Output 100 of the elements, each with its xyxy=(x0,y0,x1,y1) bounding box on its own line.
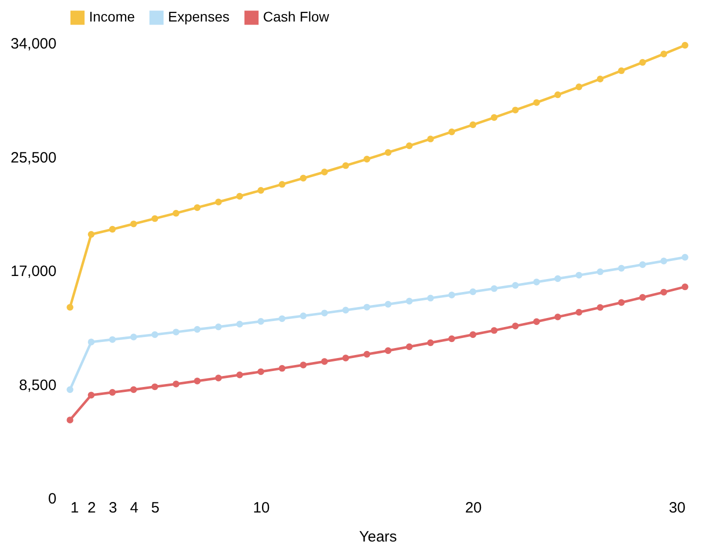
point xyxy=(448,128,456,136)
point xyxy=(364,350,370,358)
point xyxy=(427,136,434,142)
point xyxy=(321,358,328,365)
point xyxy=(109,336,116,343)
point xyxy=(490,285,498,292)
point xyxy=(151,383,158,390)
point xyxy=(512,106,519,114)
point xyxy=(448,292,456,298)
point xyxy=(342,162,350,169)
point xyxy=(109,226,116,233)
point xyxy=(639,261,646,268)
point xyxy=(172,210,180,217)
y-tick-label: 34,000 xyxy=(10,36,56,52)
point xyxy=(554,275,562,282)
x-tick-label: 4 xyxy=(130,500,138,516)
point xyxy=(258,368,264,376)
x-tick-label: 1 xyxy=(70,500,79,516)
point xyxy=(364,304,370,311)
x-tick-label: 3 xyxy=(108,500,118,516)
y-tick-label: 8,500 xyxy=(18,376,56,394)
point xyxy=(618,264,625,272)
point xyxy=(300,174,307,182)
legend-label: Expenses xyxy=(168,8,230,25)
point xyxy=(470,331,476,338)
point xyxy=(660,288,668,296)
point xyxy=(596,268,604,276)
point xyxy=(151,215,158,222)
point xyxy=(236,320,244,328)
point xyxy=(130,334,137,340)
x-tick-label: 10 xyxy=(253,500,270,516)
point xyxy=(130,220,137,228)
point xyxy=(194,204,201,211)
point xyxy=(172,380,180,388)
point xyxy=(215,323,222,330)
point xyxy=(427,339,434,346)
point xyxy=(533,278,540,286)
point xyxy=(88,231,95,238)
point xyxy=(278,364,286,372)
point xyxy=(618,299,625,306)
point xyxy=(194,378,201,384)
point xyxy=(88,392,95,398)
point xyxy=(384,347,392,354)
point xyxy=(258,186,264,194)
point xyxy=(342,354,350,362)
legend-label: Cash Flow xyxy=(263,8,330,25)
x-tick-label: 30 xyxy=(668,500,686,516)
point xyxy=(278,180,286,188)
point xyxy=(533,99,540,106)
point xyxy=(300,362,307,368)
point xyxy=(236,372,244,378)
point xyxy=(682,283,688,290)
y-tick-label: 17,000 xyxy=(10,263,56,280)
point xyxy=(88,338,95,346)
point xyxy=(576,272,582,279)
y-tick-label: 25,500 xyxy=(10,149,56,166)
point xyxy=(109,389,116,396)
point xyxy=(66,416,74,424)
x-axis-title: Years xyxy=(359,528,397,546)
point xyxy=(639,294,646,301)
legend-label: Income xyxy=(89,8,136,25)
point xyxy=(364,156,370,163)
point xyxy=(215,374,222,382)
point xyxy=(130,386,137,393)
point xyxy=(172,328,180,336)
point xyxy=(618,67,625,74)
point xyxy=(321,168,328,176)
x-tick-label: 5 xyxy=(151,500,160,516)
point xyxy=(321,310,328,316)
point xyxy=(554,91,562,98)
point xyxy=(512,282,519,289)
point xyxy=(151,331,158,338)
point xyxy=(596,304,604,311)
point xyxy=(66,304,74,311)
point xyxy=(278,315,286,322)
point xyxy=(576,84,582,90)
y-tick-label: 0 xyxy=(48,490,56,508)
point xyxy=(470,288,476,296)
point xyxy=(639,59,646,66)
point xyxy=(660,258,668,264)
point xyxy=(406,298,413,304)
point xyxy=(66,386,74,393)
point xyxy=(194,326,201,333)
point xyxy=(660,50,668,58)
point xyxy=(490,114,498,121)
point xyxy=(258,318,264,325)
point xyxy=(682,254,688,261)
point xyxy=(512,322,519,330)
point xyxy=(533,318,540,325)
point xyxy=(554,314,562,320)
point xyxy=(342,306,350,314)
point xyxy=(576,308,582,316)
point xyxy=(490,327,498,334)
point xyxy=(406,142,413,150)
point xyxy=(384,300,392,308)
point xyxy=(300,312,307,320)
point xyxy=(384,149,392,156)
x-tick-label: 2 xyxy=(88,500,96,516)
point xyxy=(470,121,476,128)
point xyxy=(406,343,413,350)
